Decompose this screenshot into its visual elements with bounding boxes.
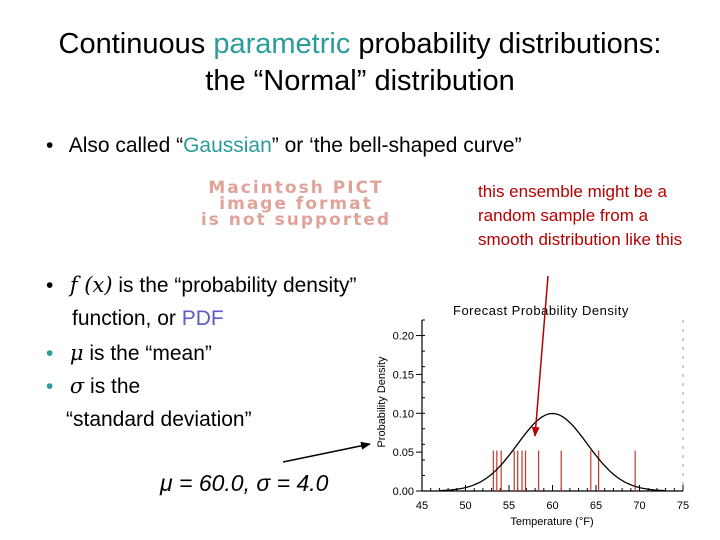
x-tick-label: 70	[633, 500, 645, 512]
pict-placeholder: Macintosh PICT image format is not suppo…	[200, 178, 392, 230]
title-line-2: the “Normal” distribution	[205, 65, 515, 97]
x-tick-label: 55	[503, 500, 515, 512]
mu-symbol: μ	[69, 341, 84, 365]
y-tick-label: 0.10	[393, 408, 414, 420]
note-arrow	[531, 275, 549, 437]
y-tick-label: 0.15	[393, 369, 414, 381]
pdf-term: PDF	[181, 307, 224, 330]
x-tick-label: 65	[590, 500, 602, 512]
x-tick-label: 75	[677, 500, 689, 512]
title-highlight: parametric	[213, 28, 351, 60]
slide-title: Continuous parametric probability distri…	[0, 26, 720, 100]
title-line-1: Continuous parametric probability distri…	[58, 28, 662, 60]
pdf-curve	[439, 412, 666, 492]
bullet-dot: •	[46, 134, 54, 157]
ensemble-lines	[492, 450, 636, 491]
y-tick-label: 0.00	[393, 486, 414, 498]
parameter-values: μ = 60.0, σ = 4.0	[160, 470, 329, 496]
bullet-std: • σ is the	[46, 374, 141, 398]
y-tick-label: 0.05	[393, 447, 414, 459]
x-tick-label: 60	[546, 500, 558, 512]
sigma-symbol: σ	[69, 374, 85, 398]
x-axis-title: Temperature (°F)	[510, 516, 593, 528]
bullet-pdf: • f (x) is the “probability density”	[46, 273, 357, 297]
gaussian-term: Gaussian	[183, 134, 272, 157]
ensemble-note: this ensemble might be a random sample f…	[478, 182, 683, 249]
chart-frame	[421, 320, 684, 492]
x-tick-label: 50	[459, 500, 471, 512]
y-axis-title: Probability Density	[376, 356, 388, 448]
pointer-arrow	[282, 441, 371, 463]
bullet-mean: • μ is the “mean”	[46, 341, 212, 365]
bullet-std-continued: “standard deviation”	[66, 408, 252, 431]
y-ticks: 0.00 0.05 0.10 0.15 0.20	[393, 319, 425, 498]
fx-symbol: f (x)	[69, 273, 113, 297]
bullet-gaussian: • Also called “Gaussian” or ‘the bell-sh…	[46, 134, 522, 157]
x-tick-label: 45	[416, 500, 428, 512]
x-ticks: 45 50 55 60 65 70 75	[416, 485, 689, 512]
chart-title: Forecast Probability Density	[453, 303, 629, 318]
y-tick-label: 0.20	[393, 331, 414, 343]
bullet-pdf-continued: function, or PDF	[72, 307, 224, 330]
